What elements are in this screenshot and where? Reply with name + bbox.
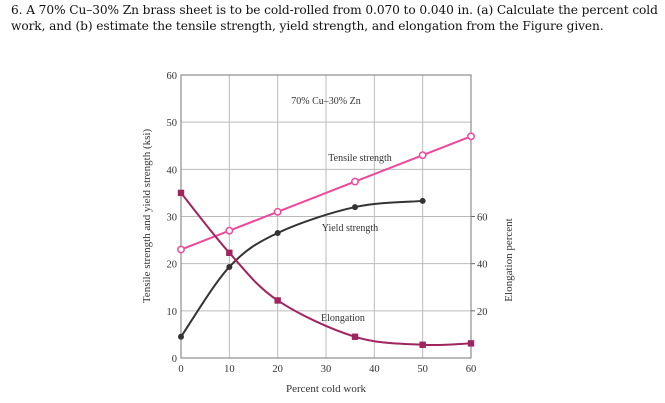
- x-tick-label: 40: [369, 364, 380, 375]
- x-tick-label: 30: [321, 364, 332, 375]
- x-tick-label: 50: [417, 364, 428, 375]
- y-tick-label: 0: [172, 354, 177, 365]
- yield-strength-point: [178, 333, 184, 340]
- x-tick-label: 0: [178, 364, 183, 375]
- plot-frame: [180, 74, 472, 359]
- x-tick-label: 20: [272, 364, 283, 375]
- grid: [181, 75, 471, 358]
- tensile-strength-line: [180, 135, 472, 251]
- axes: 0 10 20 30 40 50 60 0 10 20 30 40 50 60 20 40 60: [167, 71, 488, 375]
- yield-strength-line: [180, 199, 423, 338]
- y2-axis-label: Elongation percent: [503, 218, 515, 301]
- elongation-point: [226, 249, 233, 257]
- y2-tick-label: 60: [477, 213, 488, 224]
- yield-strength-point: [226, 263, 233, 270]
- x-tick-label: 10: [224, 364, 235, 375]
- y-tick-label: 20: [167, 260, 178, 271]
- elongation-point: [351, 333, 359, 340]
- y-tick-label: 40: [167, 165, 178, 176]
- yield-strength-point: [274, 230, 281, 237]
- tensile-strength-point: [273, 207, 282, 216]
- x-tick-label: 60: [466, 364, 477, 375]
- series-label-yield: Yield strength: [322, 223, 378, 234]
- series-layer: [177, 132, 475, 348]
- tensile-strength-point: [177, 245, 185, 254]
- tensile-strength-point: [467, 132, 475, 141]
- tensile-strength-point: [418, 151, 427, 160]
- y-axis-label: Tensile strength and yield strength (ksi…: [141, 129, 153, 304]
- yield-strength-point: [419, 197, 426, 204]
- y2-tick-label: 20: [477, 307, 488, 318]
- elongation-point: [467, 340, 475, 347]
- yield-strength-point: [352, 204, 358, 211]
- tensile-strength-point: [351, 177, 359, 186]
- y-tick-label: 50: [167, 118, 178, 129]
- chart-title: 70% Cu–30% Zn: [291, 96, 360, 107]
- elongation-point: [274, 297, 281, 304]
- y-tick-label: 30: [167, 213, 178, 224]
- y-tick-label: 60: [167, 71, 178, 82]
- series-label-elongation: Elongation: [321, 313, 365, 324]
- series-label-tensile: Tensile strength: [328, 153, 391, 164]
- elongation-point: [419, 341, 426, 348]
- tensile-strength-point: [225, 226, 234, 235]
- elongation-point: [177, 189, 185, 197]
- x-axis-label: Percent cold work: [286, 383, 367, 395]
- y-tick-label: 10: [167, 307, 178, 318]
- question-text: 6. A 70% Cu–30% Zn brass sheet is to be …: [11, 3, 658, 33]
- y2-tick-label: 40: [477, 260, 488, 271]
